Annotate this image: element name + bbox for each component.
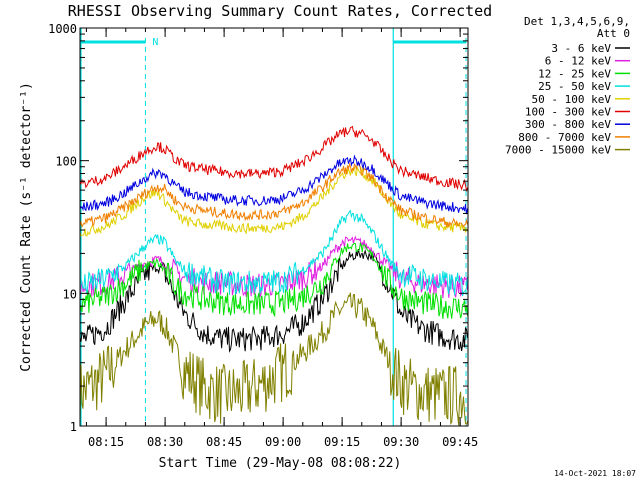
y-tick-label: 10 <box>63 287 77 301</box>
attenuator-mark: N <box>152 37 158 48</box>
series-line <box>79 248 468 353</box>
plot-frame <box>79 27 469 427</box>
x-tick-label: 08:45 <box>206 435 242 449</box>
x-axis: 08:15 08:30 08:45 09:00 09:15 09:30 09:45 <box>85 28 478 449</box>
plot-layer: N <box>79 28 468 426</box>
x-tick-label: 09:45 <box>442 435 478 449</box>
series-line <box>79 165 468 237</box>
legend-label: 800 - 7000 keV <box>518 131 611 144</box>
x-tick: 09:45 <box>442 28 478 449</box>
legend-label: 3 - 6 keV <box>551 42 611 55</box>
legend-entry: 50 - 100 keV <box>532 93 630 106</box>
legend-entry: 800 - 7000 keV <box>518 131 630 144</box>
x-axis-label: Start Time (29-May-08 08:08:22) <box>159 456 402 471</box>
y-tick: 10 <box>63 287 468 301</box>
legend-label: 6 - 12 keV <box>545 55 612 68</box>
x-tick-label: 08:30 <box>147 435 183 449</box>
legend-entry: 100 - 300 keV <box>525 106 630 119</box>
x-tick: 09:30 <box>383 28 419 449</box>
legend-label: 7000 - 15000 keV <box>505 144 611 157</box>
legend-entry: 300 - 800 keV <box>525 118 630 131</box>
x-tick: 08:15 <box>88 28 124 449</box>
legend-entry: 12 - 25 keV <box>538 67 630 80</box>
y-tick-label: 1000 <box>48 22 77 36</box>
legend-entry: 3 - 6 keV <box>551 42 630 55</box>
legend-attenuator: Att 0 <box>597 27 630 40</box>
y-tick-label: 1 <box>70 420 77 434</box>
chart-title: RHESSI Observing Summary Count Rates, Co… <box>68 2 492 20</box>
legend-label: 50 - 100 keV <box>532 93 612 106</box>
legend-entry: 7000 - 15000 keV <box>505 144 630 157</box>
y-axis: 1 10 100 1000 <box>48 22 468 434</box>
y-tick: 1000 <box>48 22 468 36</box>
night-interval <box>80 28 146 426</box>
x-tick-label: 09:30 <box>383 435 419 449</box>
series-line <box>79 154 468 215</box>
legend-label: 12 - 25 keV <box>538 67 611 80</box>
series-line <box>79 209 468 297</box>
y-axis-label: Corrected Count Rate (s⁻¹ detector⁻¹) <box>19 82 34 372</box>
series-line <box>79 241 468 320</box>
y-tick: 100 <box>55 155 468 169</box>
footer-date: 14-Oct-2021 18:07 <box>554 469 636 478</box>
night-interval <box>392 28 467 426</box>
legend-label: 25 - 50 keV <box>538 80 611 93</box>
legend-entry: 25 - 50 keV <box>538 80 630 93</box>
series-line <box>79 292 468 426</box>
series-line <box>79 125 468 193</box>
legend-entry: 6 - 12 keV <box>545 55 630 68</box>
legend-label: 300 - 800 keV <box>525 118 611 131</box>
y-tick-label: 100 <box>55 155 77 169</box>
x-tick-label: 09:00 <box>265 435 301 449</box>
x-tick-label: 09:15 <box>324 435 360 449</box>
legend-label: 100 - 300 keV <box>525 106 611 119</box>
y-tick: 1 <box>70 420 468 434</box>
x-tick-label: 08:15 <box>88 435 124 449</box>
series-line <box>79 162 468 229</box>
legend-detectors: Det 1,3,4,5,6,9, <box>524 15 630 28</box>
